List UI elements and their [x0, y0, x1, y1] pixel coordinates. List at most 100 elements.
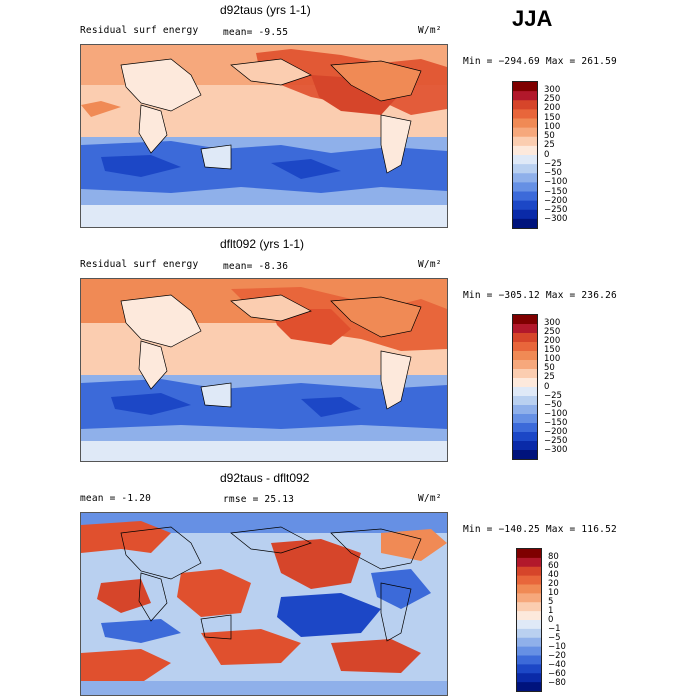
- colorbar-tick-label: 150: [544, 345, 561, 355]
- colorbar-swatch: [517, 593, 541, 603]
- colorbar-tick-label: 100: [544, 354, 561, 365]
- colorbar-tick-label: 0: [544, 149, 550, 160]
- colorbar-swatch: [513, 218, 537, 228]
- colorbar-swatch: [517, 646, 541, 657]
- colorbar-swatch: [513, 441, 537, 451]
- colorbar-tick-label: −150: [544, 418, 568, 428]
- colorbar-swatch: [513, 387, 537, 397]
- colorbar-swatch: [513, 423, 537, 433]
- panel-1-left-label: Residual surf energy: [80, 25, 199, 36]
- colorbar-swatch: [513, 145, 537, 156]
- panel-1-units: W/m²: [418, 25, 442, 36]
- panel-3-map: [80, 512, 448, 696]
- colorbar-swatch: [513, 432, 537, 442]
- colorbar-tick-label: −250: [544, 436, 568, 447]
- colorbar-swatch: [513, 118, 537, 129]
- colorbar-tick-label: −40: [548, 659, 566, 670]
- colorbar-swatch: [513, 109, 537, 120]
- colorbar-swatch: [513, 82, 537, 92]
- colorbar-swatch: [513, 164, 537, 174]
- colorbar-tick-label: 80: [548, 551, 559, 562]
- colorbar-swatch: [517, 628, 541, 639]
- colorbar-swatch: [517, 655, 541, 665]
- colorbar-swatch: [513, 155, 537, 165]
- colorbar-tick-label: −300: [544, 214, 568, 225]
- colorbar-tick-label: −80: [548, 677, 566, 688]
- colorbar-tick-label: 10: [548, 587, 559, 598]
- colorbar-tick-label: −20: [548, 650, 566, 661]
- panel-3-colorbar-fill: [517, 549, 541, 691]
- colorbar-tick-label: −1: [548, 623, 561, 634]
- panel-3-minmax: Min = −140.25 Max = 116.52: [463, 524, 617, 535]
- colorbar-tick-label: 250: [544, 94, 561, 104]
- colorbar-tick-label: −5: [548, 632, 561, 643]
- colorbar-swatch: [513, 396, 537, 406]
- colorbar-tick-label: 150: [544, 112, 561, 123]
- colorbar-tick-label: 50: [544, 131, 555, 141]
- colorbar-tick-label: 20: [548, 578, 559, 589]
- colorbar-swatch: [513, 173, 537, 183]
- colorbar-tick-label: 60: [548, 560, 559, 571]
- panel-2-map: [80, 278, 448, 462]
- colorbar-swatch: [513, 191, 537, 202]
- colorbar-tick-label: 50: [544, 363, 555, 374]
- colorbar-tick-label: −50: [544, 168, 562, 178]
- colorbar-swatch: [513, 91, 537, 101]
- colorbar-swatch: [517, 602, 541, 612]
- colorbar-swatch: [513, 342, 537, 352]
- colorbar-swatch: [517, 557, 541, 568]
- colorbar-swatch: [513, 127, 537, 138]
- panel-2-units: W/m²: [418, 259, 442, 270]
- colorbar-tick-label: 5: [548, 596, 554, 607]
- colorbar-swatch: [513, 315, 537, 325]
- colorbar-swatch: [513, 369, 537, 379]
- panel-1-title: d92taus (yrs 1-1): [220, 3, 311, 17]
- colorbar-tick-label: 25: [544, 140, 555, 151]
- colorbar-swatch: [513, 450, 537, 459]
- colorbar-tick-label: −25: [544, 158, 562, 169]
- colorbar-tick-label: −100: [544, 177, 568, 188]
- colorbar-swatch: [517, 673, 541, 683]
- colorbar-swatch: [513, 351, 537, 361]
- panel-2-map-svg: [81, 279, 447, 461]
- panel-3-map-svg: [81, 513, 447, 695]
- colorbar-tick-label: −100: [544, 408, 568, 419]
- colorbar-swatch: [513, 182, 537, 193]
- panel-3-title: d92taus - dflt092: [220, 471, 310, 485]
- colorbar-tick-label: −200: [544, 195, 568, 206]
- colorbar-swatch: [513, 324, 537, 334]
- colorbar-tick-label: 250: [544, 326, 561, 337]
- colorbar-swatch: [513, 200, 537, 211]
- panel-1-map: [80, 44, 448, 228]
- panel-2-left-label: Residual surf energy: [80, 259, 199, 270]
- colorbar-tick-label: −250: [544, 205, 568, 215]
- season-label: JJA: [512, 6, 553, 31]
- panel-3-left-label: mean = -1.20: [80, 493, 152, 504]
- colorbar-swatch: [517, 566, 541, 577]
- colorbar-swatch: [517, 584, 541, 594]
- panel-1-colorbar: [512, 81, 538, 229]
- colorbar-tick-label: 0: [544, 381, 550, 392]
- colorbar-swatch: [513, 378, 537, 388]
- panel-3-colorbar: [516, 548, 542, 692]
- colorbar-tick-label: 300: [544, 84, 561, 95]
- colorbar-tick-label: 40: [548, 569, 559, 580]
- colorbar-swatch: [513, 360, 537, 370]
- colorbar-swatch: [513, 100, 537, 110]
- colorbar-swatch: [513, 333, 537, 343]
- colorbar-tick-label: 1: [548, 605, 554, 616]
- panel-3-stat: rmse = 25.13: [223, 494, 295, 505]
- panel-2-colorbar-fill: [513, 315, 537, 459]
- panel-1-minmax: Min = −294.69 Max = 261.59: [463, 56, 617, 67]
- colorbar-tick-label: −50: [544, 399, 562, 410]
- panel-2-minmax: Min = −305.12 Max = 236.26: [463, 290, 617, 301]
- colorbar-tick-label: −200: [544, 427, 568, 438]
- colorbar-tick-label: 0: [548, 614, 554, 625]
- panel-1-colorbar-fill: [513, 82, 537, 228]
- colorbar-tick-label: 300: [544, 317, 561, 328]
- panel-1-stat: mean= -9.55: [223, 27, 289, 38]
- colorbar-swatch: [517, 611, 541, 621]
- colorbar-tick-label: −150: [544, 186, 568, 197]
- colorbar-tick-label: −25: [544, 390, 562, 401]
- panel-3-units: W/m²: [418, 493, 442, 504]
